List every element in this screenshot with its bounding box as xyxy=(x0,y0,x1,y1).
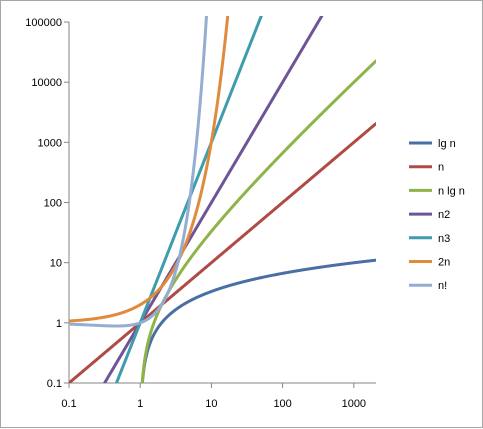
axes xyxy=(68,22,376,384)
y-tick-label: 100000 xyxy=(25,17,62,29)
legend-label-n3: n3 xyxy=(438,233,450,245)
y-tick-label: 10 xyxy=(50,258,62,270)
legend-label-lg-n: lg n xyxy=(438,138,456,150)
x-tick-label: 1000 xyxy=(342,398,366,410)
series-line-2n xyxy=(69,16,230,323)
x-tick-label: 10 xyxy=(205,398,217,410)
y-tick-label: 10000 xyxy=(31,77,62,89)
legend-label-2n: 2n xyxy=(438,257,450,269)
series-line-n2 xyxy=(102,16,324,383)
y-tick-label: 1000 xyxy=(38,137,62,149)
series-line-n xyxy=(69,16,208,328)
y-tick-label: 100 xyxy=(44,198,62,210)
x-tick-label: 1 xyxy=(137,398,143,410)
legend-label-n: n! xyxy=(438,280,447,292)
legend-label-n2: n2 xyxy=(438,209,450,221)
series-line-n-lg-n xyxy=(140,59,376,383)
series-lines xyxy=(69,16,376,383)
y-axis-ticks: 0.1 1 10 100 1000 10000 100000 xyxy=(25,17,69,390)
legend-label-n-lg-n: n lg n xyxy=(438,185,465,197)
series-line-lg-n xyxy=(140,258,376,383)
x-tick-label: 0.1 xyxy=(61,398,76,410)
y-tick-label: 0.1 xyxy=(47,378,62,390)
y-tick-label: 1 xyxy=(56,318,62,330)
x-tick-label: 100 xyxy=(273,398,291,410)
series-line-n xyxy=(69,122,376,383)
legend-label-n: n xyxy=(438,162,444,174)
x-axis-ticks: 0.1 1 10 100 1000 xyxy=(61,383,366,410)
series-line-n3 xyxy=(114,16,263,383)
legend: lg n n n lg n n2 n3 2n n! xyxy=(409,138,465,292)
